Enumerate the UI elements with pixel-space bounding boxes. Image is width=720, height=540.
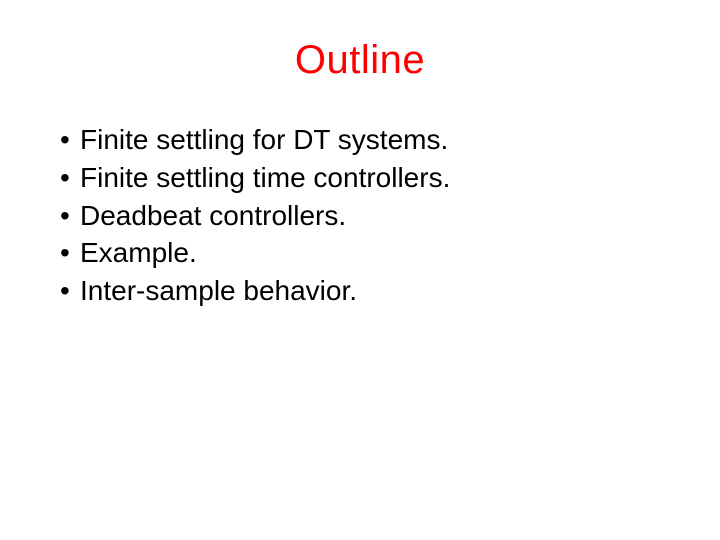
bullet-list: Finite settling for DT systems. Finite s… (50, 121, 670, 310)
list-item: Inter-sample behavior. (60, 272, 670, 310)
list-item: Deadbeat controllers. (60, 197, 670, 235)
list-item: Finite settling for DT systems. (60, 121, 670, 159)
list-item: Finite settling time controllers. (60, 159, 670, 197)
list-item: Example. (60, 234, 670, 272)
slide-title: Outline (50, 38, 670, 83)
slide-container: Outline Finite settling for DT systems. … (0, 0, 720, 540)
